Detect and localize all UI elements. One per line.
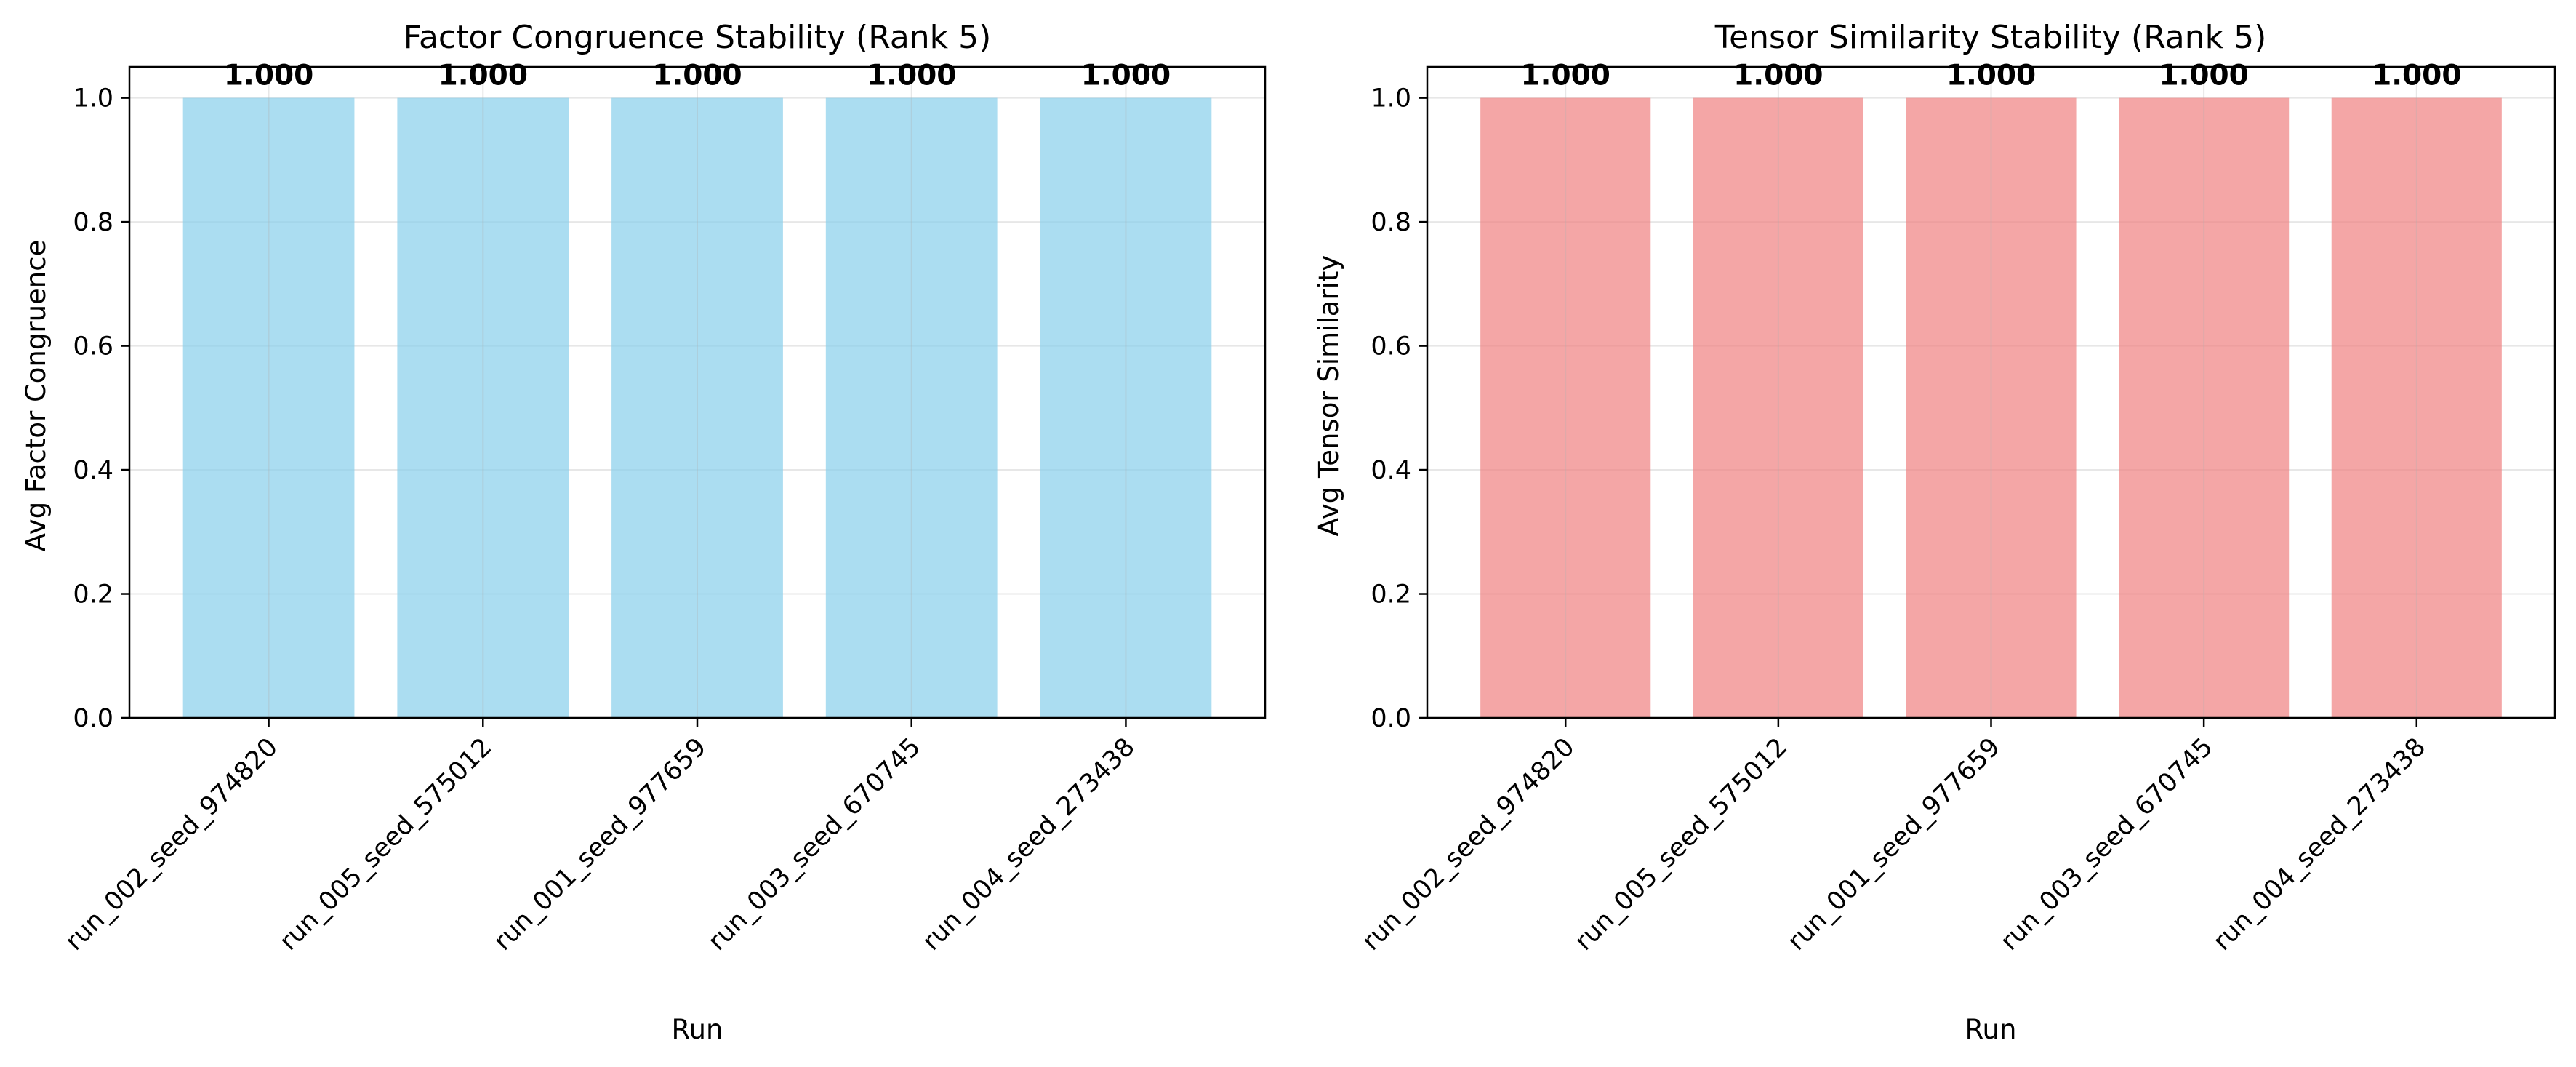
bar <box>1480 97 1651 719</box>
y-tick-label: 0.8 <box>1371 208 1411 237</box>
y-tick-label: 0.4 <box>1371 456 1411 485</box>
x-axis-label: Run <box>1965 1014 2017 1045</box>
y-tick-label: 0.6 <box>73 332 113 361</box>
data-label: 1.000 <box>1521 60 1610 92</box>
chart-title: Tensor Similarity Stability (Rank 5) <box>1714 19 2267 56</box>
y-tick-label: 0.4 <box>73 456 113 485</box>
y-tick-label: 0.0 <box>73 704 113 733</box>
y-tick-label: 1.0 <box>1371 84 1411 113</box>
data-label: 1.000 <box>438 60 528 92</box>
data-label: 1.000 <box>1733 60 1823 92</box>
y-axis-label: Avg Tensor Similarity <box>1313 255 1344 537</box>
data-label: 1.000 <box>2159 60 2248 92</box>
data-label: 1.000 <box>652 60 742 92</box>
y-tick-label: 0.2 <box>1371 580 1411 610</box>
data-label: 1.000 <box>867 60 956 92</box>
y-tick-label: 0.2 <box>73 580 113 610</box>
x-axis-label: Run <box>672 1014 723 1045</box>
bar <box>825 97 998 719</box>
data-label: 1.000 <box>1946 60 2036 92</box>
y-tick-label: 0.6 <box>1371 332 1411 361</box>
bar <box>1906 97 2077 719</box>
y-axis-label: Avg Factor Congruence <box>20 240 52 552</box>
bar <box>1040 97 1212 719</box>
bar <box>182 97 355 719</box>
data-label: 1.000 <box>2372 60 2461 92</box>
y-tick-label: 1.0 <box>73 84 113 113</box>
chart-factor-congruence: Factor Congruence Stability (Rank 5) Avg… <box>20 19 1267 1045</box>
data-label: 1.000 <box>1081 60 1171 92</box>
bar <box>1693 97 1863 719</box>
y-tick-label: 0.8 <box>73 208 113 237</box>
bar <box>611 97 783 719</box>
y-tick-label: 0.0 <box>1371 704 1411 733</box>
bar <box>397 97 569 719</box>
data-label: 1.000 <box>224 60 313 92</box>
chart-title: Factor Congruence Stability (Rank 5) <box>404 19 992 56</box>
bar <box>2331 97 2502 719</box>
bar <box>2119 97 2290 719</box>
